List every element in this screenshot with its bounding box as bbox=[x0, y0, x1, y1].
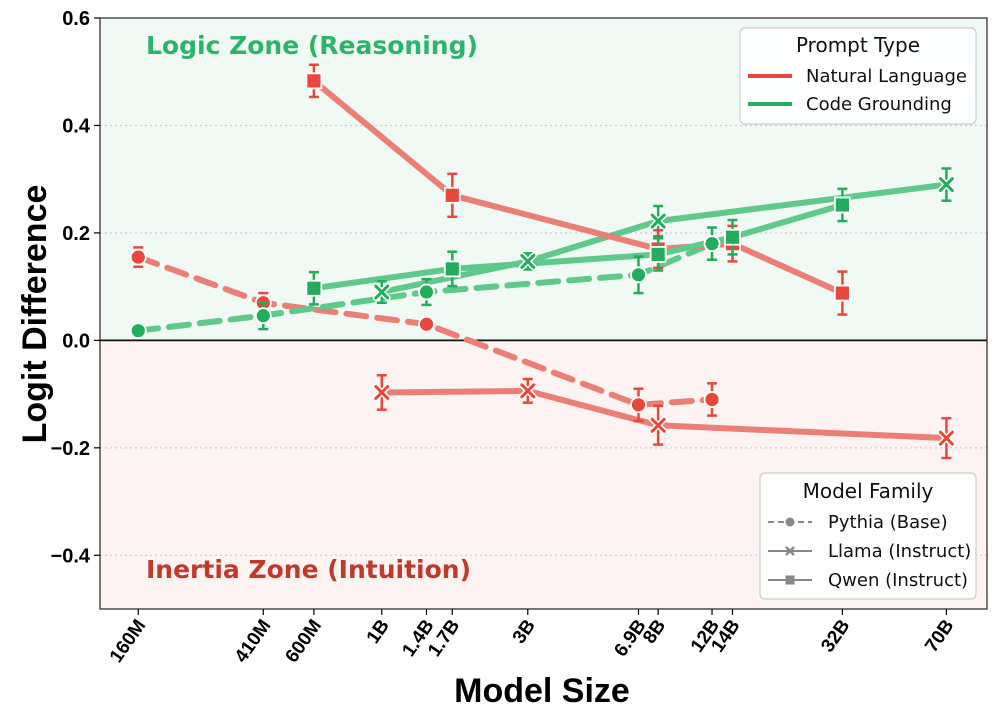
x-tick-label: 70B bbox=[921, 616, 958, 657]
data-point-circle bbox=[129, 248, 147, 266]
legend-natural-language-label: Natural Language bbox=[806, 66, 967, 87]
data-point-circle bbox=[703, 235, 721, 253]
data-point-x bbox=[372, 383, 391, 402]
y-tick-label: 0.2 bbox=[62, 223, 90, 245]
data-point-square bbox=[649, 245, 667, 263]
series-points bbox=[129, 63, 956, 460]
data-point-square bbox=[305, 279, 323, 297]
legend-x-marker bbox=[785, 546, 795, 556]
y-tick-label: −0.2 bbox=[51, 438, 90, 460]
logic-zone-label: Logic Zone (Reasoning) bbox=[146, 31, 478, 60]
legend-prompt-frame bbox=[739, 27, 977, 125]
x-marker-stroke bbox=[520, 383, 536, 399]
data-point-square bbox=[833, 284, 851, 302]
x-marker-stroke bbox=[374, 284, 390, 300]
y-axis: −0.4 −0.2 0.0 0.2 0.4 0.6 bbox=[51, 8, 100, 567]
legend-prompt-title: Prompt Type bbox=[796, 33, 920, 57]
data-point-square bbox=[724, 228, 741, 246]
legend-prompt-type: Prompt Type Natural Language Code Ground… bbox=[739, 27, 977, 125]
x-tick-label: 8B bbox=[639, 616, 670, 648]
x-tick-label: 410M bbox=[231, 616, 275, 667]
legend-model-family: Model Family Pythia (Base) Llama (Instru… bbox=[759, 472, 977, 600]
x-tick-label: 32B bbox=[817, 616, 854, 657]
y-axis-label: Logit Difference bbox=[16, 185, 54, 444]
data-point-x bbox=[649, 416, 668, 435]
data-point-circle bbox=[418, 315, 435, 333]
data-point-x bbox=[518, 252, 537, 271]
data-point-circle bbox=[418, 283, 435, 301]
legend-circle-marker bbox=[785, 517, 795, 527]
data-point-circle bbox=[129, 322, 147, 340]
x-marker-stroke bbox=[938, 430, 954, 446]
data-point-circle bbox=[630, 266, 647, 284]
y-tick-label: 0.4 bbox=[62, 115, 91, 137]
x-marker-stroke bbox=[650, 417, 666, 433]
data-point-x bbox=[372, 283, 391, 302]
data-point-x bbox=[518, 381, 537, 400]
x-marker-stroke bbox=[520, 253, 536, 269]
legend-qwen-label: Qwen (Instruct) bbox=[828, 570, 968, 591]
x-tick-label: 1B bbox=[363, 616, 394, 648]
data-point-circle bbox=[630, 396, 647, 414]
x-tick-label: 160M bbox=[106, 616, 150, 667]
legend-pythia-label: Pythia (Base) bbox=[828, 512, 948, 533]
legend-family-title: Model Family bbox=[803, 479, 934, 503]
y-tick-label: −0.4 bbox=[51, 545, 91, 567]
data-point-x bbox=[937, 175, 956, 194]
x-tick-label: 600M bbox=[282, 616, 326, 667]
legend-code-grounding-label: Code Grounding bbox=[806, 94, 952, 115]
plot-frame bbox=[99, 17, 988, 610]
x-tick-label: 3B bbox=[509, 616, 540, 648]
x-marker-stroke bbox=[650, 213, 666, 229]
data-point-circle bbox=[703, 391, 721, 408]
data-point-square bbox=[833, 196, 851, 214]
data-point-circle bbox=[254, 307, 272, 325]
data-point-x bbox=[649, 212, 668, 231]
legend-llama-label: Llama (Instruct) bbox=[828, 541, 971, 562]
legend-family-frame bbox=[759, 472, 977, 600]
x-marker-stroke bbox=[374, 384, 390, 400]
legend-square-marker bbox=[785, 575, 795, 585]
legend-family-swatches bbox=[768, 517, 812, 585]
inertia-zone-label: Inertia Zone (Intuition) bbox=[146, 555, 471, 584]
data-point-x bbox=[937, 429, 956, 448]
x-axis-label: Model Size bbox=[454, 672, 630, 710]
x-marker-stroke bbox=[938, 177, 954, 193]
data-point-square bbox=[443, 186, 461, 204]
y-tick-label: 0.0 bbox=[62, 330, 90, 352]
y-tick-label: 0.6 bbox=[62, 8, 90, 30]
series-line bbox=[378, 387, 950, 442]
data-point-square bbox=[305, 72, 323, 90]
data-point-square bbox=[443, 260, 461, 278]
